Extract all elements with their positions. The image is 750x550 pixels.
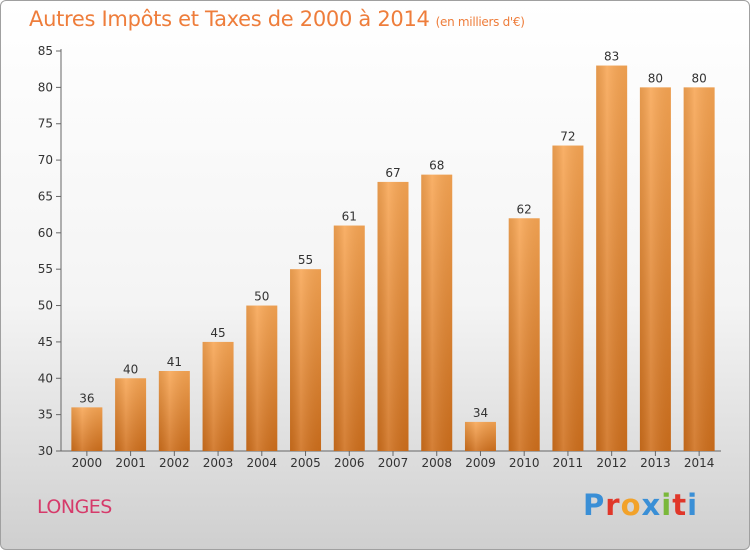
bar-value-label: 61 bbox=[342, 210, 357, 224]
bar-group: 80 bbox=[683, 71, 715, 451]
y-tick-label: 45 bbox=[38, 335, 53, 349]
x-tick-label: 2004 bbox=[247, 456, 278, 470]
bar-shine bbox=[639, 87, 671, 451]
x-tick-label: 2014 bbox=[684, 456, 715, 470]
x-tick-label: 2002 bbox=[159, 456, 190, 470]
bar-value-label: 55 bbox=[298, 253, 313, 267]
bar-value-label: 62 bbox=[517, 202, 532, 216]
bar-value-label: 68 bbox=[429, 159, 444, 173]
y-tick-label: 70 bbox=[38, 153, 53, 167]
bar-group: 61 bbox=[333, 210, 365, 451]
bar-value-label: 80 bbox=[691, 71, 706, 85]
x-tick-label: 2013 bbox=[640, 456, 671, 470]
bar-group: 67 bbox=[377, 166, 409, 451]
bar-shine bbox=[158, 371, 190, 451]
x-tick-label: 2008 bbox=[421, 456, 452, 470]
bar-group: 34 bbox=[464, 406, 496, 451]
bar-group: 40 bbox=[115, 362, 147, 451]
x-tick-label: 2001 bbox=[115, 456, 146, 470]
proxiti-logo: Proxiti bbox=[583, 488, 698, 522]
bar-value-label: 40 bbox=[123, 362, 138, 376]
y-tick-label: 50 bbox=[38, 299, 53, 313]
logo-letter: r bbox=[605, 488, 621, 522]
place-name: LONGES bbox=[37, 496, 112, 518]
bar-shine bbox=[596, 65, 628, 451]
bar-value-label: 45 bbox=[210, 326, 225, 340]
bars: 36 40 41 45 50 55 61 67 68 34 62 72 83 80 80 bbox=[71, 50, 715, 452]
x-tick-label: 2011 bbox=[553, 456, 584, 470]
bar-shine bbox=[552, 145, 584, 451]
y-tick-label: 65 bbox=[38, 189, 53, 203]
bar-group: 55 bbox=[290, 253, 322, 451]
bar-shine bbox=[333, 225, 365, 451]
bar-shine bbox=[464, 421, 496, 451]
chart-title: Autres Impôts et Taxes de 2000 à 2014 (en… bbox=[29, 7, 525, 31]
bar-value-label: 50 bbox=[254, 290, 269, 304]
bar-group: 72 bbox=[552, 130, 584, 451]
bar-group: 80 bbox=[639, 71, 671, 451]
bar-value-label: 36 bbox=[79, 391, 94, 405]
bar-shine bbox=[377, 181, 409, 451]
bar-shine bbox=[71, 407, 103, 451]
x-tick-label: 2005 bbox=[290, 456, 321, 470]
y-tick-label: 35 bbox=[38, 408, 53, 422]
bar-shine bbox=[508, 218, 540, 451]
axes: 30 35 40 45 50 55 60 65 70 75 80 85 2000 2001 2002 2003… bbox=[38, 44, 721, 470]
x-tick-label: 2009 bbox=[465, 456, 496, 470]
y-tick-label: 40 bbox=[38, 371, 53, 385]
y-tick-label: 85 bbox=[38, 44, 53, 58]
bar-shine bbox=[290, 269, 322, 451]
bar-value-label: 67 bbox=[385, 166, 400, 180]
bar-value-label: 41 bbox=[167, 355, 182, 369]
chart-title-text: Autres Impôts et Taxes de 2000 à 2014 bbox=[29, 7, 430, 31]
bar-group: 36 bbox=[71, 391, 103, 451]
bar-shine bbox=[246, 305, 278, 451]
bar-group: 41 bbox=[158, 355, 190, 451]
bar-group: 83 bbox=[596, 50, 628, 451]
bar-group: 50 bbox=[246, 290, 278, 451]
x-tick-label: 2007 bbox=[378, 456, 409, 470]
logo-letter: P bbox=[583, 488, 606, 522]
y-tick-label: 60 bbox=[38, 226, 53, 240]
y-tick-label: 80 bbox=[38, 80, 53, 94]
x-tick-label: 2000 bbox=[72, 456, 103, 470]
bar-value-label: 34 bbox=[473, 406, 488, 420]
bar-value-label: 72 bbox=[560, 130, 575, 144]
bar-shine bbox=[683, 87, 715, 451]
x-tick-label: 2006 bbox=[334, 456, 365, 470]
logo-letter: o bbox=[620, 488, 642, 522]
y-tick-label: 55 bbox=[38, 262, 53, 276]
chart-unit: (en milliers d'€) bbox=[435, 15, 525, 29]
bar-group: 62 bbox=[508, 202, 540, 451]
x-tick-label: 2003 bbox=[203, 456, 234, 470]
bar-value-label: 80 bbox=[648, 71, 663, 85]
bar-group: 68 bbox=[421, 159, 453, 452]
x-tick-label: 2010 bbox=[509, 456, 540, 470]
logo-letter: i bbox=[687, 488, 699, 522]
y-tick-label: 75 bbox=[38, 117, 53, 131]
bar-shine bbox=[421, 174, 453, 452]
x-tick-label: 2012 bbox=[596, 456, 627, 470]
logo-letter: t bbox=[672, 488, 688, 522]
y-tick-label: 30 bbox=[38, 444, 53, 458]
bar-shine bbox=[202, 341, 234, 451]
logo-letter: x bbox=[641, 488, 662, 522]
bar-shine bbox=[115, 378, 147, 451]
bar-value-label: 83 bbox=[604, 50, 619, 64]
bar-group: 45 bbox=[202, 326, 234, 451]
logo-letter: i bbox=[661, 488, 673, 522]
